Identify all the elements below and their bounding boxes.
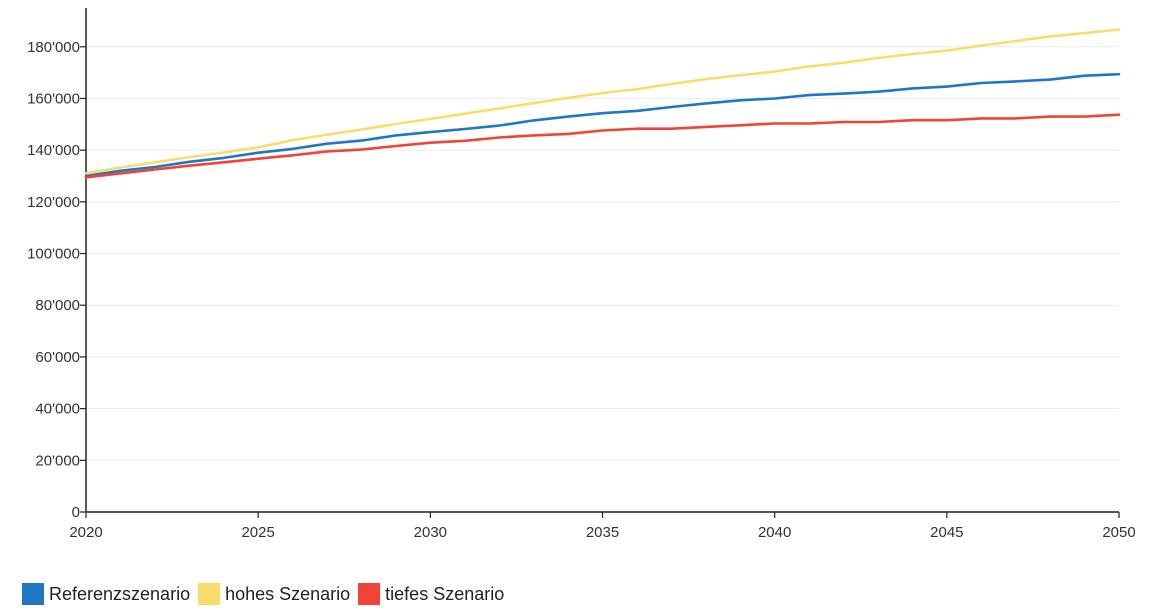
y-tick-label: 60'000 [35, 349, 80, 366]
x-tick-label: 2020 [69, 524, 102, 541]
gridlines [86, 47, 1119, 461]
legend-item-referenzszenario[interactable]: Referenzszenario [22, 583, 190, 605]
x-tick-label: 2040 [758, 524, 791, 541]
legend-swatch-tiefes-szenario [358, 583, 380, 605]
y-tick-label: 140'000 [27, 142, 80, 159]
legend-item-tiefes-szenario[interactable]: tiefes Szenario [358, 583, 504, 605]
y-tick-label: 100'000 [27, 246, 80, 263]
y-tick-label: 160'000 [27, 90, 80, 107]
y-tick-label: 180'000 [27, 39, 80, 56]
y-tick-label: 20'000 [35, 452, 80, 469]
line-chart: 0 20'000 40'000 60'000 80'000 100'000 120'000 1… [0, 0, 1153, 575]
x-tick-label: 2045 [930, 524, 963, 541]
x-tick-label: 2030 [414, 524, 447, 541]
y-tick-label: 0 [72, 504, 80, 521]
series-line-tiefes-szenario [86, 115, 1119, 178]
legend-swatch-referenzszenario [22, 583, 44, 605]
y-tick-label: 80'000 [35, 297, 80, 314]
legend-swatch-hohes-szenario [198, 583, 220, 605]
legend: Referenzszenario hohes Szenario tiefes S… [22, 583, 512, 605]
y-tick-label: 40'000 [35, 401, 80, 418]
series-line-hohes-szenario [86, 30, 1119, 174]
y-ticks: 0 20'000 40'000 60'000 80'000 100'000 120'000 1… [27, 39, 86, 521]
legend-label-referenzszenario: Referenzszenario [49, 584, 190, 605]
legend-item-hohes-szenario[interactable]: hohes Szenario [198, 583, 350, 605]
series-lines [86, 30, 1119, 178]
x-tick-label: 2025 [241, 524, 274, 541]
x-ticks: 2020 2025 2030 2035 2040 2045 2050 [69, 512, 1135, 541]
x-tick-label: 2050 [1102, 524, 1135, 541]
legend-label-tiefes-szenario: tiefes Szenario [385, 584, 504, 605]
y-tick-label: 120'000 [27, 194, 80, 211]
legend-label-hohes-szenario: hohes Szenario [225, 584, 350, 605]
x-tick-label: 2035 [586, 524, 619, 541]
